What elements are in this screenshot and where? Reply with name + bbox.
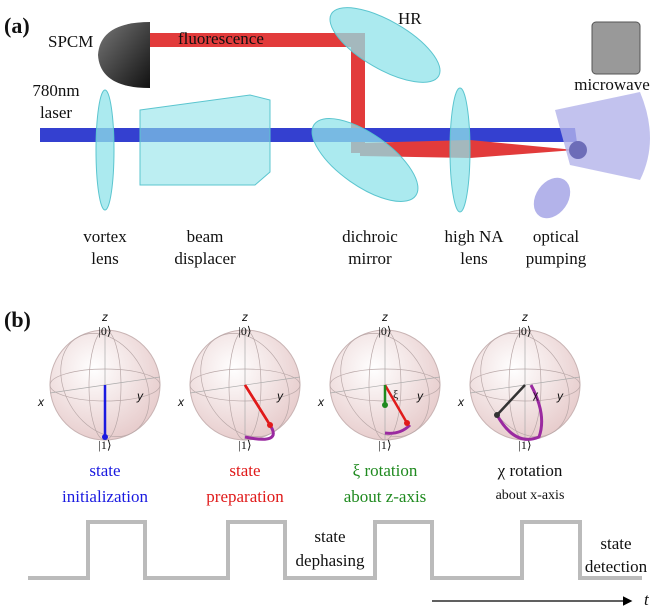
fluorescence-label: fluorescence bbox=[178, 29, 264, 48]
axis-label: z bbox=[381, 310, 388, 324]
component-label: mirror bbox=[348, 249, 392, 268]
microwave-label: microwave bbox=[574, 75, 650, 94]
stage-label: χ rotation bbox=[497, 461, 563, 480]
angle-label: χ bbox=[532, 387, 539, 401]
axis-label: x bbox=[177, 395, 185, 409]
stage-label: state bbox=[229, 461, 260, 480]
axis-label: z bbox=[521, 310, 528, 324]
stage-label: about z-axis bbox=[344, 487, 427, 506]
ket-label: |0⟩ bbox=[518, 324, 531, 338]
microwave-horn bbox=[592, 22, 640, 74]
stage-label: preparation bbox=[206, 487, 284, 506]
laser-label: 780nm bbox=[32, 81, 79, 100]
optical-pumping-beam bbox=[526, 171, 577, 225]
stage-label: detection bbox=[585, 557, 648, 576]
axis-label: y bbox=[136, 389, 144, 403]
component-label: high NA bbox=[444, 227, 504, 246]
axis-label: y bbox=[416, 389, 424, 403]
component-label: dichroic bbox=[342, 227, 398, 246]
component-label: vortex bbox=[83, 227, 127, 246]
component-label: optical bbox=[533, 227, 580, 246]
hr-label: HR bbox=[398, 9, 422, 28]
panel-label: (a) bbox=[4, 13, 30, 38]
stage-label: state bbox=[600, 534, 631, 553]
axis-label: y bbox=[276, 389, 284, 403]
component-label: lens bbox=[91, 249, 118, 268]
figure: (a) SPCM fluorescence HR microwave 780nm… bbox=[0, 0, 661, 612]
axis-label: x bbox=[37, 395, 45, 409]
axis-label: z bbox=[241, 310, 248, 324]
axis-label: z bbox=[101, 310, 108, 324]
stage-label: initialization bbox=[62, 487, 148, 506]
vector-tip bbox=[382, 402, 388, 408]
angle-label: ξ bbox=[393, 387, 399, 401]
vector-tip bbox=[494, 412, 500, 418]
stage-label: ξ rotation bbox=[353, 461, 418, 480]
atom-trap bbox=[569, 141, 587, 159]
ket-label: |1⟩ bbox=[238, 438, 251, 452]
axis-label: y bbox=[556, 389, 564, 403]
axis-label: x bbox=[317, 395, 325, 409]
component-label: pumping bbox=[526, 249, 587, 268]
component-label: beam bbox=[187, 227, 224, 246]
beam-displacer bbox=[140, 95, 270, 185]
spcm-label: SPCM bbox=[48, 32, 93, 51]
stage-label: about x-axis bbox=[496, 488, 565, 503]
vortex-lens bbox=[96, 90, 114, 210]
component-label: displacer bbox=[174, 249, 236, 268]
hr-mirror bbox=[319, 0, 450, 97]
laser-label: laser bbox=[40, 103, 72, 122]
high-na-lens bbox=[450, 88, 470, 212]
time-label: t bbox=[644, 590, 650, 609]
stage-label: state bbox=[89, 461, 120, 480]
vector-tip bbox=[404, 420, 410, 426]
spcm-detector bbox=[98, 22, 150, 88]
ket-label: |0⟩ bbox=[98, 324, 111, 338]
component-label: lens bbox=[460, 249, 487, 268]
ket-label: |0⟩ bbox=[238, 324, 251, 338]
axis-label: x bbox=[457, 395, 465, 409]
stage-label: dephasing bbox=[296, 551, 365, 570]
panel-label: (b) bbox=[4, 307, 31, 332]
ket-label: |0⟩ bbox=[378, 324, 391, 338]
vacuum-cone bbox=[555, 92, 650, 180]
stage-label: state bbox=[314, 527, 345, 546]
ket-label: |1⟩ bbox=[378, 438, 391, 452]
vector-tip bbox=[102, 434, 108, 440]
